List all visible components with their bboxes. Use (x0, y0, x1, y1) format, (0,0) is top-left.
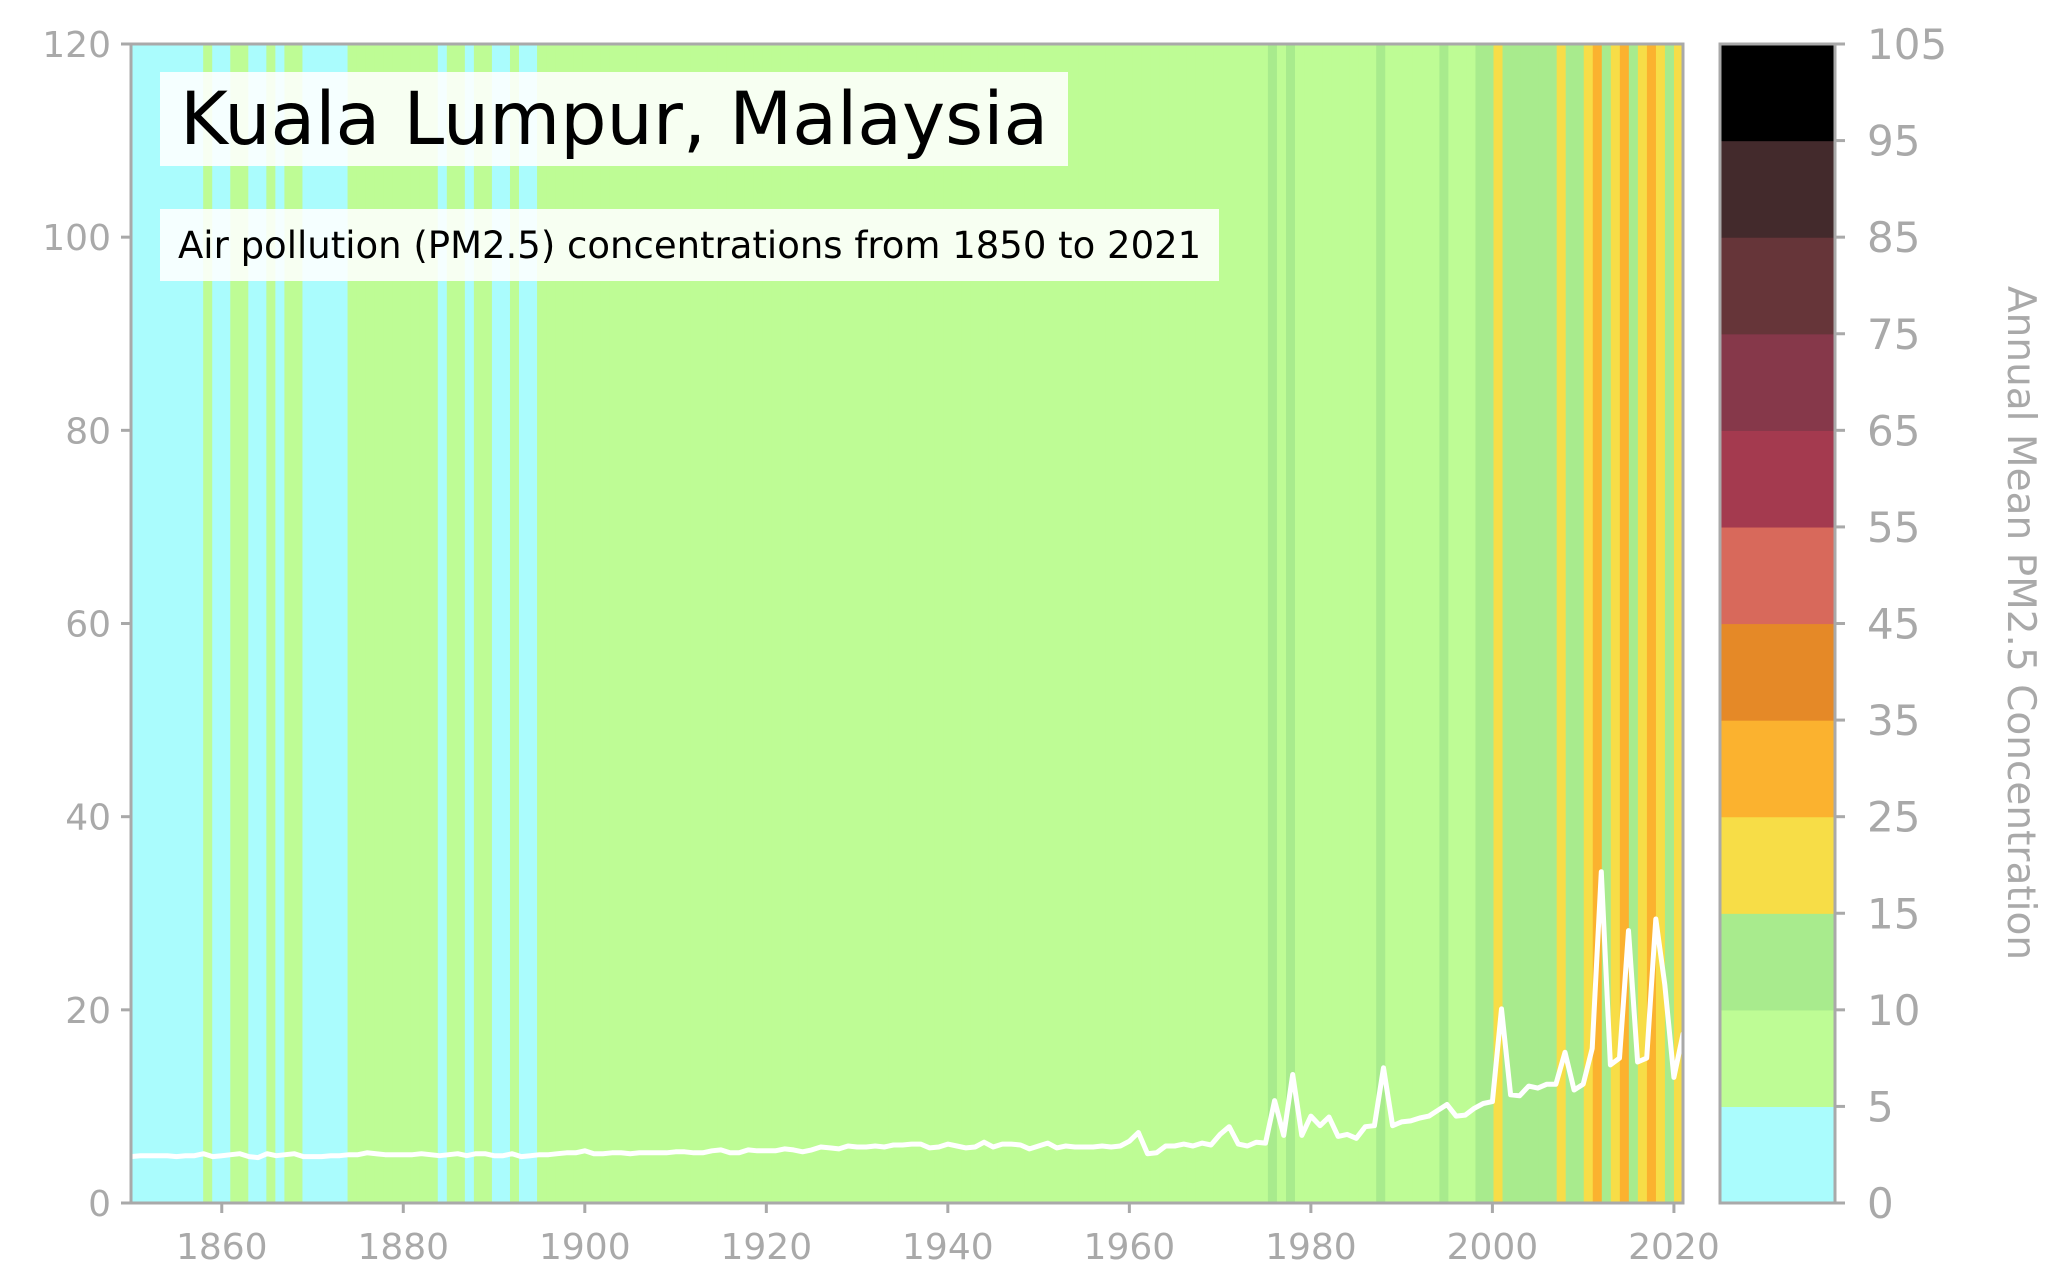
x-tick-label: 2020 (1628, 1227, 1720, 1268)
y-tick-label: 60 (65, 605, 111, 646)
colorbar-band (1720, 237, 1835, 334)
colorbar-band (1720, 141, 1835, 238)
colorbar-tick-label: 65 (1867, 406, 1920, 455)
colorbar-band (1720, 624, 1835, 721)
y-tick-label: 0 (88, 1184, 111, 1225)
colorbar-tick-label: 75 (1867, 310, 1920, 359)
stripe-1978 (1286, 44, 1296, 1203)
colorbar-band (1720, 44, 1835, 141)
y-tick-label: 100 (42, 218, 111, 259)
colorbar-tick-label: 15 (1867, 889, 1920, 938)
chart-subtitle: Air pollution (PM2.5) concentrations fro… (160, 209, 1219, 281)
stripe-1990 (1394, 44, 1404, 1203)
y-tick-label: 20 (65, 991, 111, 1032)
x-tick-label: 1980 (1265, 1227, 1357, 1268)
stripe-2003 (1512, 44, 1522, 1203)
stripe-1987 (1367, 44, 1377, 1203)
colorbar-band (1720, 1010, 1835, 1107)
stripe-1985 (1349, 44, 1359, 1203)
stripe-1973 (1241, 44, 1251, 1203)
colorbar-band (1720, 527, 1835, 624)
colorbar-label: Annual Mean PM2.5 Concentration (1998, 286, 2043, 960)
colorbar-tick-label: 85 (1867, 213, 1920, 262)
stripe-1983 (1331, 44, 1341, 1203)
colorbar-tick-label: 0 (1867, 1179, 1894, 1228)
colorbar-band (1720, 913, 1835, 1010)
colorbar-tick-label: 95 (1867, 117, 1920, 166)
stripe-1995 (1439, 44, 1449, 1203)
stripe-1988 (1376, 44, 1386, 1203)
stripe-1993 (1421, 44, 1431, 1203)
y-tick-label: 80 (65, 411, 111, 452)
colorbar-band (1720, 1106, 1835, 1203)
colorbar-tick-label: 55 (1867, 503, 1920, 552)
stripe-2004 (1521, 44, 1531, 1203)
x-tick-label: 1900 (539, 1227, 631, 1268)
stripe-2006 (1539, 44, 1549, 1203)
colorbar-tick-label: 25 (1867, 793, 1920, 842)
colorbar-tick-label: 35 (1867, 696, 1920, 745)
chart-title: Kuala Lumpur, Malaysia (160, 72, 1068, 166)
stripe-1997 (1457, 44, 1467, 1203)
stripe-2019 (1656, 44, 1666, 1203)
stripe-1994 (1430, 44, 1440, 1203)
stripe-1999 (1475, 44, 1485, 1203)
stripe-1992 (1412, 44, 1422, 1203)
colorbar-tick-label: 10 (1867, 986, 1920, 1035)
stripe-1982 (1322, 44, 1332, 1203)
colorbar-band (1720, 817, 1835, 914)
stripe-1974 (1250, 44, 1260, 1203)
x-tick-label: 1940 (902, 1227, 994, 1268)
stripe-2008 (1557, 44, 1567, 1203)
stripe-1984 (1340, 44, 1350, 1203)
stripe-2010 (1575, 44, 1585, 1203)
stripe-1852 (149, 44, 159, 1203)
stripe-1989 (1385, 44, 1395, 1203)
stripe-2009 (1566, 44, 1576, 1203)
stripe-1996 (1448, 44, 1458, 1203)
stripe-1981 (1313, 44, 1323, 1203)
colorbar-band (1720, 334, 1835, 431)
colorbar-tick-label: 45 (1867, 600, 1920, 649)
stripe-2014 (1611, 44, 1621, 1203)
y-tick-label: 40 (65, 798, 111, 839)
stripe-1986 (1358, 44, 1368, 1203)
stripe-1976 (1268, 44, 1278, 1203)
x-tick-label: 1960 (1084, 1227, 1176, 1268)
stripe-1998 (1466, 44, 1476, 1203)
stripe-1975 (1259, 44, 1269, 1203)
stripe-2007 (1548, 44, 1558, 1203)
x-tick-label: 2000 (1447, 1227, 1539, 1268)
stripe-2017 (1638, 44, 1648, 1203)
x-tick-label: 1920 (721, 1227, 813, 1268)
stripe-1979 (1295, 44, 1305, 1203)
stripe-2005 (1530, 44, 1540, 1203)
stripe-1972 (1232, 44, 1242, 1203)
stripe-1980 (1304, 44, 1314, 1203)
stripe-1991 (1403, 44, 1413, 1203)
stripe-1977 (1277, 44, 1287, 1203)
stripe-1971 (1223, 44, 1233, 1203)
x-tick-label: 1880 (357, 1227, 449, 1268)
stripe-1851 (140, 44, 150, 1203)
stripe-2000 (1484, 44, 1494, 1203)
colorbar-band (1720, 720, 1835, 817)
x-tick-label: 1860 (176, 1227, 268, 1268)
colorbar-band (1720, 430, 1835, 527)
colorbar-tick-label: 105 (1867, 20, 1947, 69)
colorbar-tick-label: 5 (1867, 1082, 1894, 1131)
y-tick-label: 120 (42, 25, 111, 66)
